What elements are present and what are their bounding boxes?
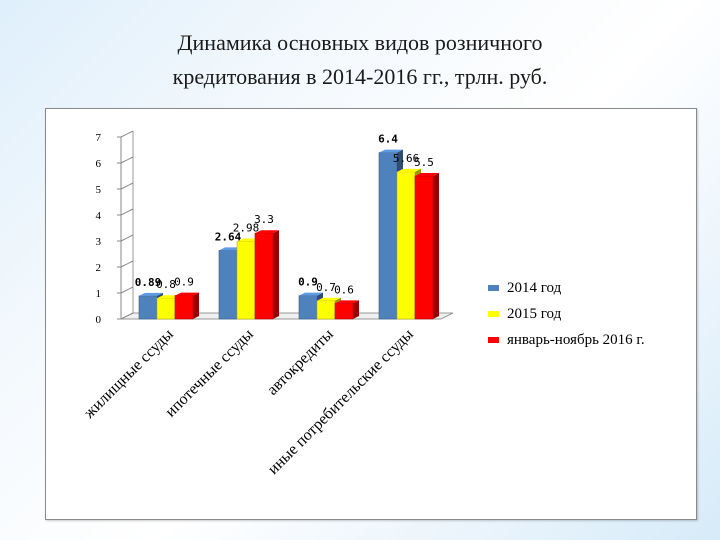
y-tick-label: 2 — [96, 262, 102, 274]
bar-top — [379, 149, 403, 153]
y-tick-diagonal — [120, 286, 134, 294]
category-label: ипотечные ссуды — [162, 326, 257, 421]
bar-front — [254, 232, 274, 320]
data-label: 5.5 — [414, 156, 434, 169]
data-label: 0.9 — [298, 276, 318, 289]
data-label: 0.8 — [156, 278, 176, 291]
y-tick-label: 6 — [96, 158, 102, 170]
chart-legend: 2014 год 2015 год январь-ноябрь 2016 г. — [488, 275, 645, 353]
bar-front — [316, 300, 336, 320]
y-tick-diagonal — [120, 234, 134, 242]
bar-front — [174, 295, 194, 320]
bar-front — [138, 295, 158, 320]
bar-side — [273, 230, 279, 319]
y-tick-label: 5 — [96, 184, 102, 196]
bar-top — [175, 292, 199, 296]
y-tick-diagonal — [120, 130, 134, 138]
bar-top — [397, 168, 421, 172]
bar-side — [193, 292, 199, 319]
bar-front — [156, 297, 176, 320]
y-tick-diagonal — [120, 182, 134, 190]
bar-top — [415, 173, 439, 176]
y-tick-diagonal — [120, 208, 134, 216]
bar-front — [378, 152, 398, 320]
chart-frame: 0 1 2 3 4 5 6 7 0.89 0.8 0.9 жилищные ссуды 2.64 2.98… — [45, 108, 697, 520]
legend-swatch — [488, 285, 499, 291]
bar-front — [396, 171, 416, 320]
y-tick-label: 4 — [96, 210, 102, 222]
y-tick-diagonal — [120, 260, 134, 268]
y-tick-label: 7 — [96, 132, 102, 144]
bar-front — [236, 241, 256, 320]
category-label: иные потребительские ссуды — [265, 326, 417, 478]
slide-title: Динамика основных видов розничного креди… — [0, 26, 720, 94]
data-label: 3.3 — [254, 213, 274, 226]
legend-label: 2015 год — [507, 305, 562, 322]
bar-side — [353, 300, 359, 319]
bar-top — [255, 230, 279, 234]
bar-front — [298, 295, 318, 320]
data-label: 0.7 — [316, 281, 336, 294]
y-tick-diagonal — [120, 312, 134, 320]
data-label: 2.98 — [233, 222, 260, 235]
legend-item-2014: 2014 год — [488, 275, 645, 301]
data-label: 2.64 — [215, 230, 242, 243]
bar-side — [433, 173, 439, 319]
data-label: 5.66 — [393, 152, 420, 165]
legend-item-2016: январь-ноябрь 2016 г. — [488, 327, 645, 353]
data-label: 0.89 — [135, 276, 162, 289]
title-line-1: Динамика основных видов розничного — [177, 30, 543, 55]
data-label: 0.6 — [334, 283, 354, 296]
bar-top — [335, 300, 359, 304]
legend-item-2015: 2015 год — [488, 301, 645, 327]
bar-top — [299, 292, 323, 296]
data-label: 6.4 — [378, 133, 398, 146]
title-line-2: кредитования в 2014-2016 гг., трлн. руб. — [172, 64, 548, 89]
bar-top — [139, 292, 163, 296]
legend-swatch — [488, 311, 499, 317]
y-tick-diagonal — [120, 156, 134, 164]
legend-swatch — [488, 337, 499, 343]
legend-label: январь-ноябрь 2016 г. — [507, 331, 645, 348]
bar-front — [334, 303, 354, 320]
y-tick-label: 0 — [96, 314, 102, 326]
y-tick-label: 3 — [96, 236, 102, 248]
category-label: автокредиты — [264, 326, 337, 399]
data-label: 0.9 — [174, 276, 194, 289]
y-tick-label: 1 — [96, 288, 102, 300]
legend-label: 2014 год — [507, 279, 562, 296]
bar-front — [218, 250, 238, 320]
bar-front — [414, 175, 434, 320]
bar-top — [317, 297, 341, 301]
